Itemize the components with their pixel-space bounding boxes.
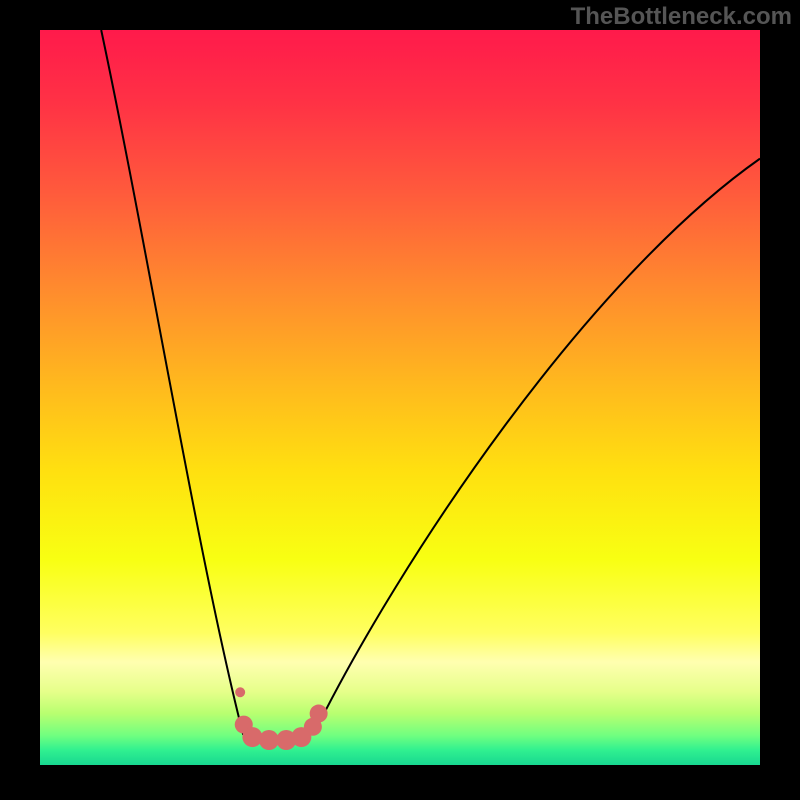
chart-container: TheBottleneck.com	[0, 0, 800, 800]
valley-marker-dot	[242, 727, 262, 747]
plot-area	[40, 30, 760, 765]
bottleneck-chart	[0, 0, 800, 800]
valley-marker-dot	[259, 730, 279, 750]
watermark-text: TheBottleneck.com	[571, 3, 792, 31]
valley-marker-dot	[235, 687, 245, 697]
valley-marker-dot	[310, 705, 328, 723]
